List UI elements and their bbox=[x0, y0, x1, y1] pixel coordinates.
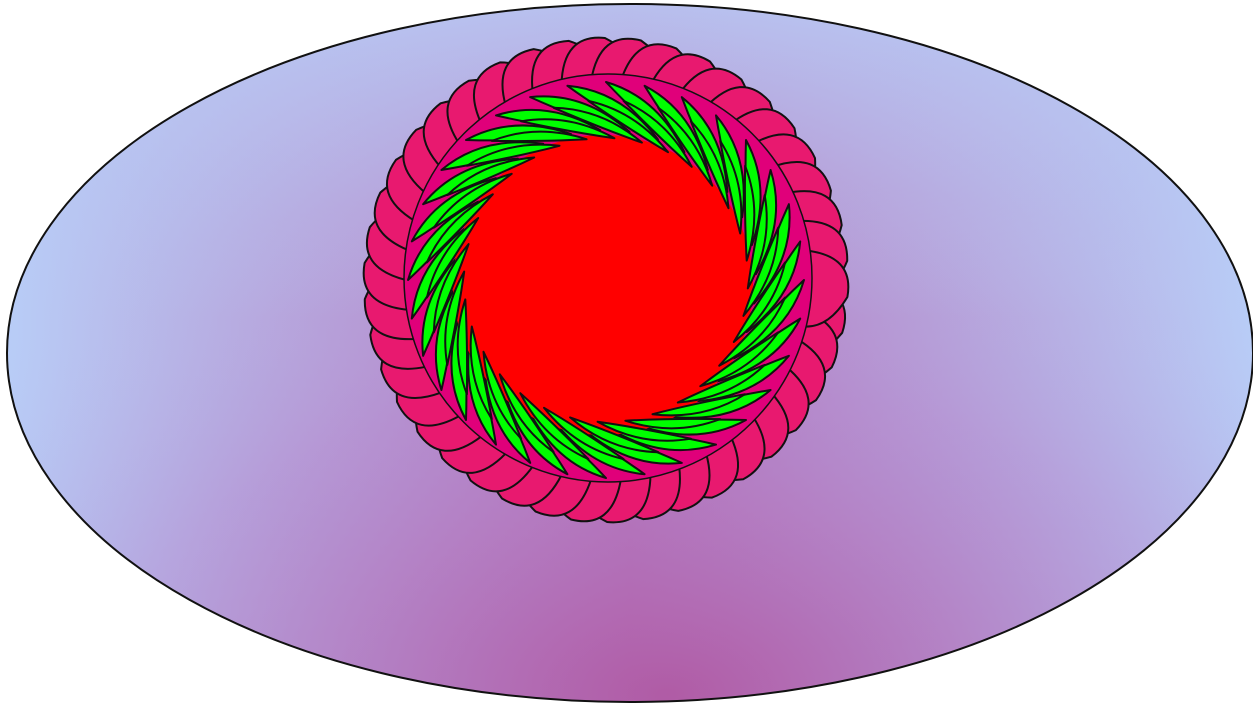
green-petal bbox=[465, 143, 561, 167]
green-petal bbox=[743, 164, 756, 262]
green-petal bbox=[624, 417, 722, 430]
green-petal bbox=[482, 350, 523, 440]
green-petal bbox=[432, 172, 513, 229]
green-petal bbox=[596, 420, 692, 442]
green-petal bbox=[543, 406, 625, 461]
green-petal bbox=[689, 120, 730, 210]
green-petal bbox=[676, 363, 766, 404]
green-petal bbox=[569, 416, 660, 454]
green-petal bbox=[587, 99, 669, 154]
green-petal bbox=[699, 331, 780, 388]
green-petal bbox=[519, 392, 590, 461]
red-core bbox=[453, 135, 753, 435]
green-petal bbox=[732, 261, 787, 343]
green-petal bbox=[718, 296, 787, 367]
green-petal bbox=[746, 194, 768, 290]
lace-ring bbox=[362, 36, 850, 524]
green-petal bbox=[490, 130, 588, 143]
green-petal bbox=[425, 217, 480, 299]
green-petal bbox=[651, 393, 747, 417]
green-petal bbox=[498, 373, 555, 454]
green-petal bbox=[425, 193, 494, 264]
green-petal bbox=[520, 118, 616, 140]
green-petal bbox=[456, 298, 469, 396]
green-petal bbox=[469, 325, 493, 421]
green-swirl-ring-front bbox=[425, 99, 787, 461]
green-petal bbox=[657, 106, 714, 187]
green-petal bbox=[622, 99, 693, 168]
lace-loop bbox=[803, 249, 850, 328]
green-petal bbox=[552, 106, 643, 144]
green-petal bbox=[719, 139, 743, 235]
green-petal bbox=[444, 270, 466, 366]
green-petal bbox=[742, 226, 780, 317]
green-petal bbox=[446, 156, 536, 197]
green-petal bbox=[432, 243, 470, 334]
